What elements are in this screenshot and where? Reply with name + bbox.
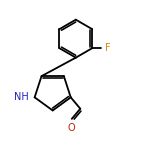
- Text: O: O: [68, 123, 76, 133]
- Text: F: F: [105, 43, 110, 53]
- Text: NH: NH: [14, 92, 29, 102]
